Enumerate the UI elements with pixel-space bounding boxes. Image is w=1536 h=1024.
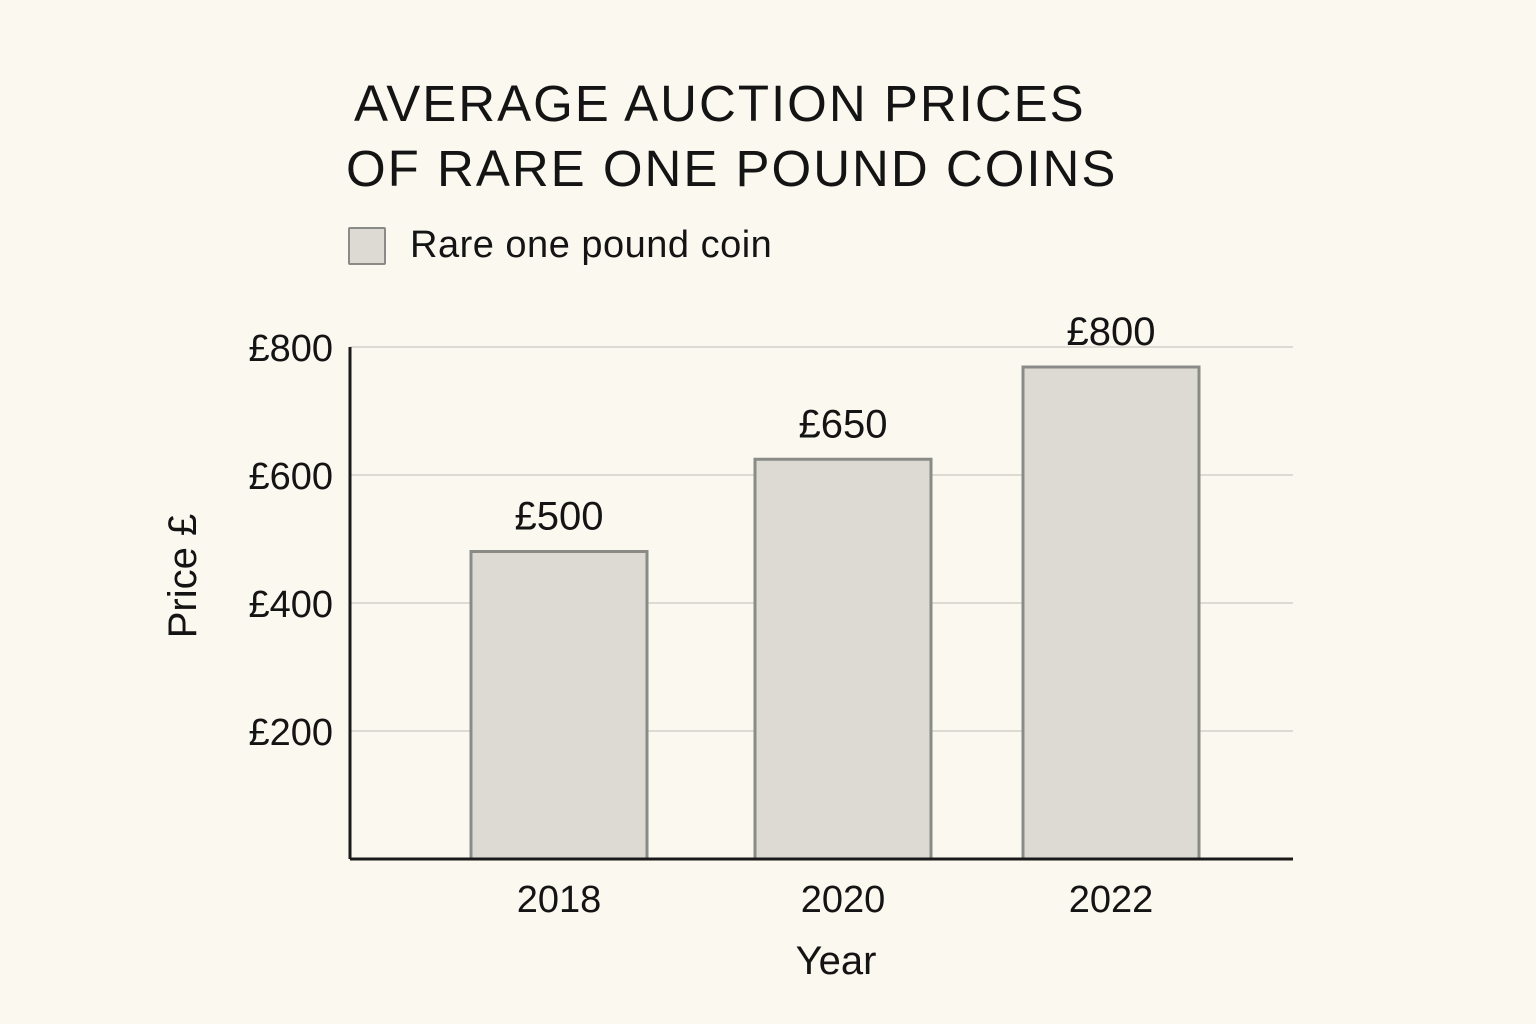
data-label-2020: £650: [799, 402, 888, 446]
chart-legend: Rare one pound coin: [348, 224, 772, 267]
x-tick-label-2020: 2020: [801, 879, 886, 921]
legend-swatch: [348, 226, 386, 265]
bars: [469, 365, 1201, 861]
y-axis-title: Price £: [161, 514, 205, 639]
x-axis-title: Year: [796, 939, 877, 983]
data-label-2022: £800: [1067, 310, 1156, 354]
bar-2020: [753, 457, 933, 861]
y-tick-label-400: £400: [248, 584, 333, 626]
labels: £200 £400 £600 £800 £500 2018 £650 2020 £800 2022: [248, 310, 1155, 921]
y-tick-label-800: £800: [248, 328, 333, 370]
chart-title-line-1: AVERAGE AUCTION PRICES: [354, 75, 1086, 132]
legend-label: Rare one pound coin: [410, 224, 773, 266]
y-tick-label-600: £600: [248, 456, 333, 498]
axes: [348, 347, 1293, 861]
x-tick-label-2022: 2022: [1069, 879, 1154, 921]
chart-title-line-2: OF RARE ONE POUND COINS: [346, 140, 1118, 197]
bar-2022: [1021, 365, 1201, 861]
bar-2018: [469, 550, 649, 861]
data-label-2018: £500: [515, 495, 604, 539]
y-tick-label-200: £200: [248, 712, 333, 754]
x-tick-label-2018: 2018: [517, 879, 602, 921]
